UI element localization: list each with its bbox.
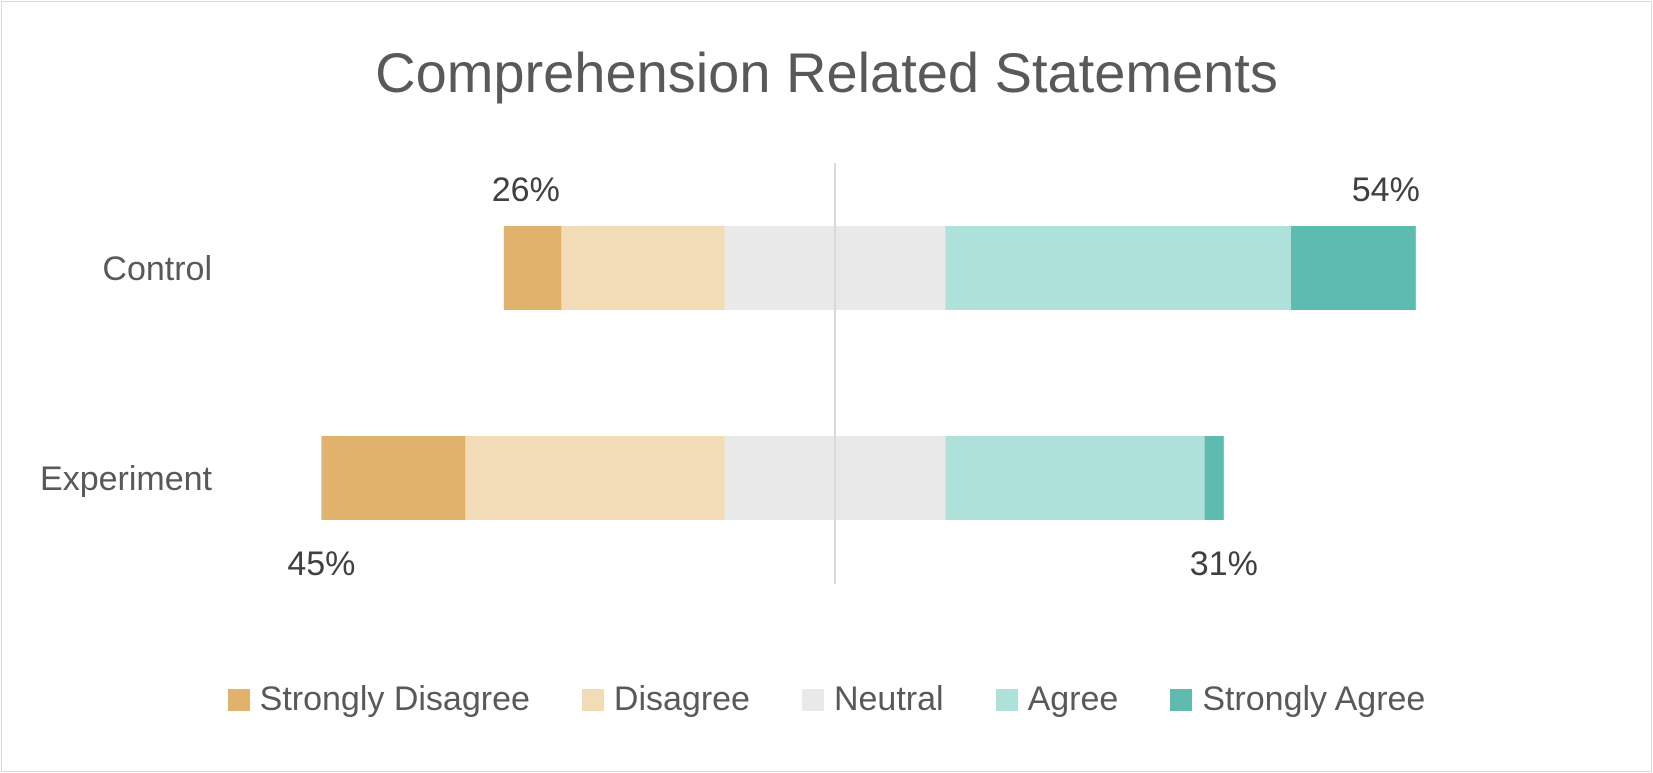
bar-control-agree [945, 226, 1291, 310]
data-label-experiment-positive: 31% [1190, 545, 1258, 583]
bar-control-strongly-disagree [503, 226, 562, 310]
legend-swatch [227, 688, 250, 711]
legend-swatch [801, 688, 824, 711]
chart-legend: Strongly Disagree Disagree Neutral Agree Str… [0, 680, 1653, 719]
bar-experiment-strongly-disagree [321, 436, 466, 520]
bar-control-strongly-agree [1291, 226, 1416, 310]
category-label-experiment: Experiment [40, 460, 213, 498]
legend-item-agree: Agree [995, 680, 1119, 719]
category-label-control: Control [102, 250, 212, 288]
data-label-control-negative: 26% [492, 171, 560, 209]
bar-control-disagree [561, 226, 725, 310]
legend-swatch [995, 688, 1018, 711]
legend-swatch [581, 688, 604, 711]
data-label-experiment-negative: 45% [287, 545, 355, 583]
data-label-control-positive: 54% [1352, 171, 1420, 209]
bar-experiment-agree [945, 436, 1205, 520]
bar-experiment-strongly-agree [1204, 436, 1224, 520]
legend-swatch [1170, 688, 1193, 711]
legend-item-disagree: Disagree [581, 680, 750, 719]
legend-label: Agree [1027, 680, 1119, 718]
chart-title: Comprehension Related Statements [375, 41, 1278, 104]
legend-item-strongly-agree: Strongly Agree [1170, 680, 1425, 719]
legend-label: Disagree [613, 680, 750, 718]
legend-label: Neutral [833, 680, 944, 718]
legend-label: Strongly Agree [1202, 680, 1426, 718]
legend-item-neutral: Neutral [801, 680, 944, 719]
bar-experiment-disagree [465, 436, 725, 520]
legend-item-strongly-disagree: Strongly Disagree [227, 680, 530, 719]
legend-label: Strongly Disagree [259, 680, 530, 718]
